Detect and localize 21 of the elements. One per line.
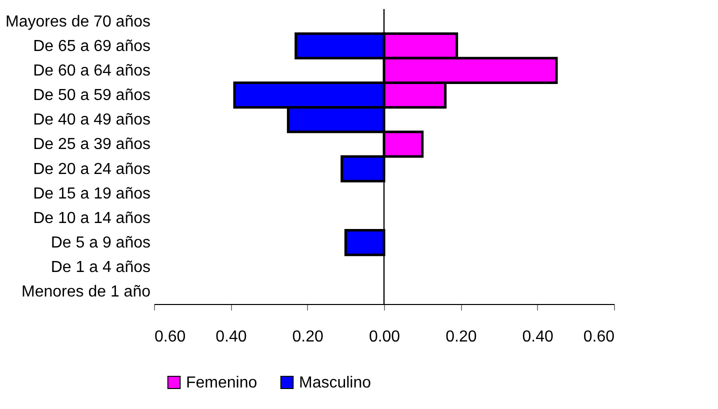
y-tick-label: De 20 a 24 años <box>33 160 150 178</box>
x-tick-label: 0.60 <box>154 328 186 346</box>
y-tick-label: Menores de 1 año <box>22 284 151 301</box>
legend-label: Masculino <box>299 374 372 392</box>
y-tick-label: De 40 a 49 años <box>33 112 150 129</box>
legend-label: Femenino <box>186 374 258 392</box>
y-tick-label: De 15 a 19 años <box>33 185 150 202</box>
y-tick-label: De 5 a 9 años <box>50 234 150 252</box>
x-tick-label: 0.20 <box>292 328 324 346</box>
x-tick-label: 0.40 <box>522 328 554 346</box>
y-tick-label: De 60 a 64 años <box>33 62 150 80</box>
y-tick-label: De 10 a 14 años <box>33 210 150 227</box>
x-tick-label: 0.60 <box>583 328 615 346</box>
x-tick-label: 0.20 <box>446 328 477 346</box>
y-tick-label: De 25 a 39 años <box>33 136 150 154</box>
x-tick-label: 0.40 <box>216 328 247 346</box>
y-tick-label: De 1 a 4 años <box>50 259 150 276</box>
y-tick-label: De 65 a 69 años <box>33 38 150 55</box>
x-tick-label: 0.00 <box>368 328 400 346</box>
y-tick-label: Mayores de 70 años <box>6 13 150 30</box>
y-tick-label: De 50 a 59 años <box>33 87 150 104</box>
